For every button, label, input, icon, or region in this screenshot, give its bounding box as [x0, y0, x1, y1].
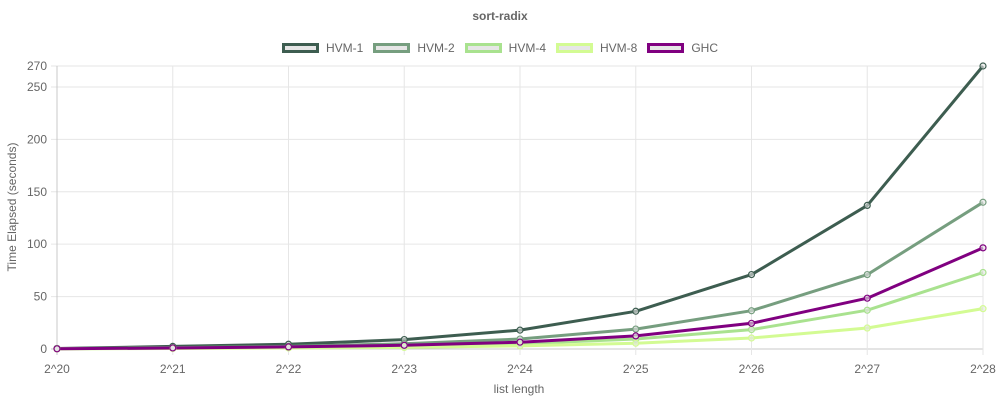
data-point-ghc[interactable] — [979, 244, 987, 252]
data-point-ghc[interactable] — [400, 341, 408, 349]
data-point-hvm-2[interactable] — [632, 325, 640, 333]
legend-item-hvm-2[interactable]: HVM-2 — [373, 41, 455, 55]
x-tick-label: 2^27 — [854, 362, 880, 376]
legend-item-hvm-1[interactable]: HVM-1 — [281, 41, 364, 55]
x-tick-label: 2^26 — [739, 362, 765, 376]
data-point-ghc[interactable] — [747, 319, 756, 327]
legend-swatch-hvm-1 — [281, 43, 319, 53]
legend-swatch-hvm-4 — [464, 43, 502, 53]
data-point-hvm-8[interactable] — [863, 324, 871, 332]
y-axis-title: Time Elapsed (seconds) — [5, 143, 19, 272]
data-point-hvm-4[interactable] — [863, 306, 871, 314]
legend-label-ghc: GHC — [691, 41, 719, 55]
data-point-hvm-2[interactable] — [863, 270, 871, 279]
data-point-hvm-4[interactable] — [747, 326, 756, 334]
x-tick-label: 2^25 — [623, 362, 649, 376]
x-tick-label: 2^23 — [391, 362, 417, 376]
y-tick-label: 0 — [40, 342, 47, 356]
data-point-hvm-2[interactable] — [979, 198, 987, 206]
legend-item-ghc[interactable]: GHC — [647, 41, 718, 55]
data-point-hvm-2[interactable] — [747, 307, 756, 315]
data-point-ghc[interactable] — [516, 338, 524, 346]
data-point-ghc[interactable] — [863, 294, 871, 302]
legend-swatch-hvm-2 — [373, 43, 411, 53]
legend-swatch-ghc — [647, 43, 685, 53]
x-axis-title: list length — [494, 382, 545, 396]
data-point-hvm-1[interactable] — [863, 201, 871, 210]
y-tick-label: 50 — [34, 290, 48, 304]
x-tick-label: 2^20 — [44, 362, 70, 376]
data-point-hvm-1[interactable] — [979, 62, 987, 70]
data-point-ghc[interactable] — [284, 343, 293, 351]
y-tick-label: 100 — [27, 237, 47, 251]
x-tick-label: 2^21 — [160, 362, 186, 376]
x-tick-label: 2^24 — [507, 362, 533, 376]
legend-swatch-hvm-8 — [556, 43, 593, 53]
x-tick-label: 2^28 — [970, 362, 996, 376]
data-point-hvm-8[interactable] — [632, 339, 640, 347]
axes: 0 50 100 150 200 250 270 2^20 2^21 2^22 2^23 2^24 2^… — [27, 59, 996, 376]
grid — [51, 65, 984, 355]
data-point-ghc[interactable] — [632, 332, 640, 340]
data-point-hvm-4[interactable] — [979, 268, 987, 277]
data-point-hvm-1[interactable] — [632, 307, 640, 315]
legend-label-hvm-8: HVM-8 — [600, 41, 638, 55]
data-point-ghc[interactable] — [53, 345, 61, 353]
y-tick-label: 150 — [27, 185, 47, 199]
data-point-hvm-1[interactable] — [747, 270, 756, 279]
data-point-hvm-1[interactable] — [516, 326, 524, 334]
x-tick-label: 2^22 — [276, 362, 302, 376]
legend-label-hvm-4: HVM-4 — [508, 41, 546, 55]
legend-item-hvm-4[interactable]: HVM-4 — [464, 41, 546, 55]
legend-item-hvm-8[interactable]: HVM-8 — [556, 41, 637, 55]
y-tick-label: 270 — [27, 59, 47, 73]
y-tick-label: 250 — [27, 80, 47, 94]
legend-label-hvm-1: HVM-1 — [325, 41, 364, 55]
chart-title: sort-radix — [472, 9, 528, 23]
y-tick-label: 200 — [27, 132, 47, 146]
data-point-hvm-8[interactable] — [747, 334, 756, 342]
data-point-hvm-8[interactable] — [979, 305, 987, 313]
legend-label-hvm-2: HVM-2 — [417, 41, 455, 55]
data-point-ghc[interactable] — [169, 344, 177, 352]
legend: HVM-1 HVM-2 HVM-4 HVM-8 GHC — [0, 41, 1000, 55]
series-points — [53, 62, 987, 353]
